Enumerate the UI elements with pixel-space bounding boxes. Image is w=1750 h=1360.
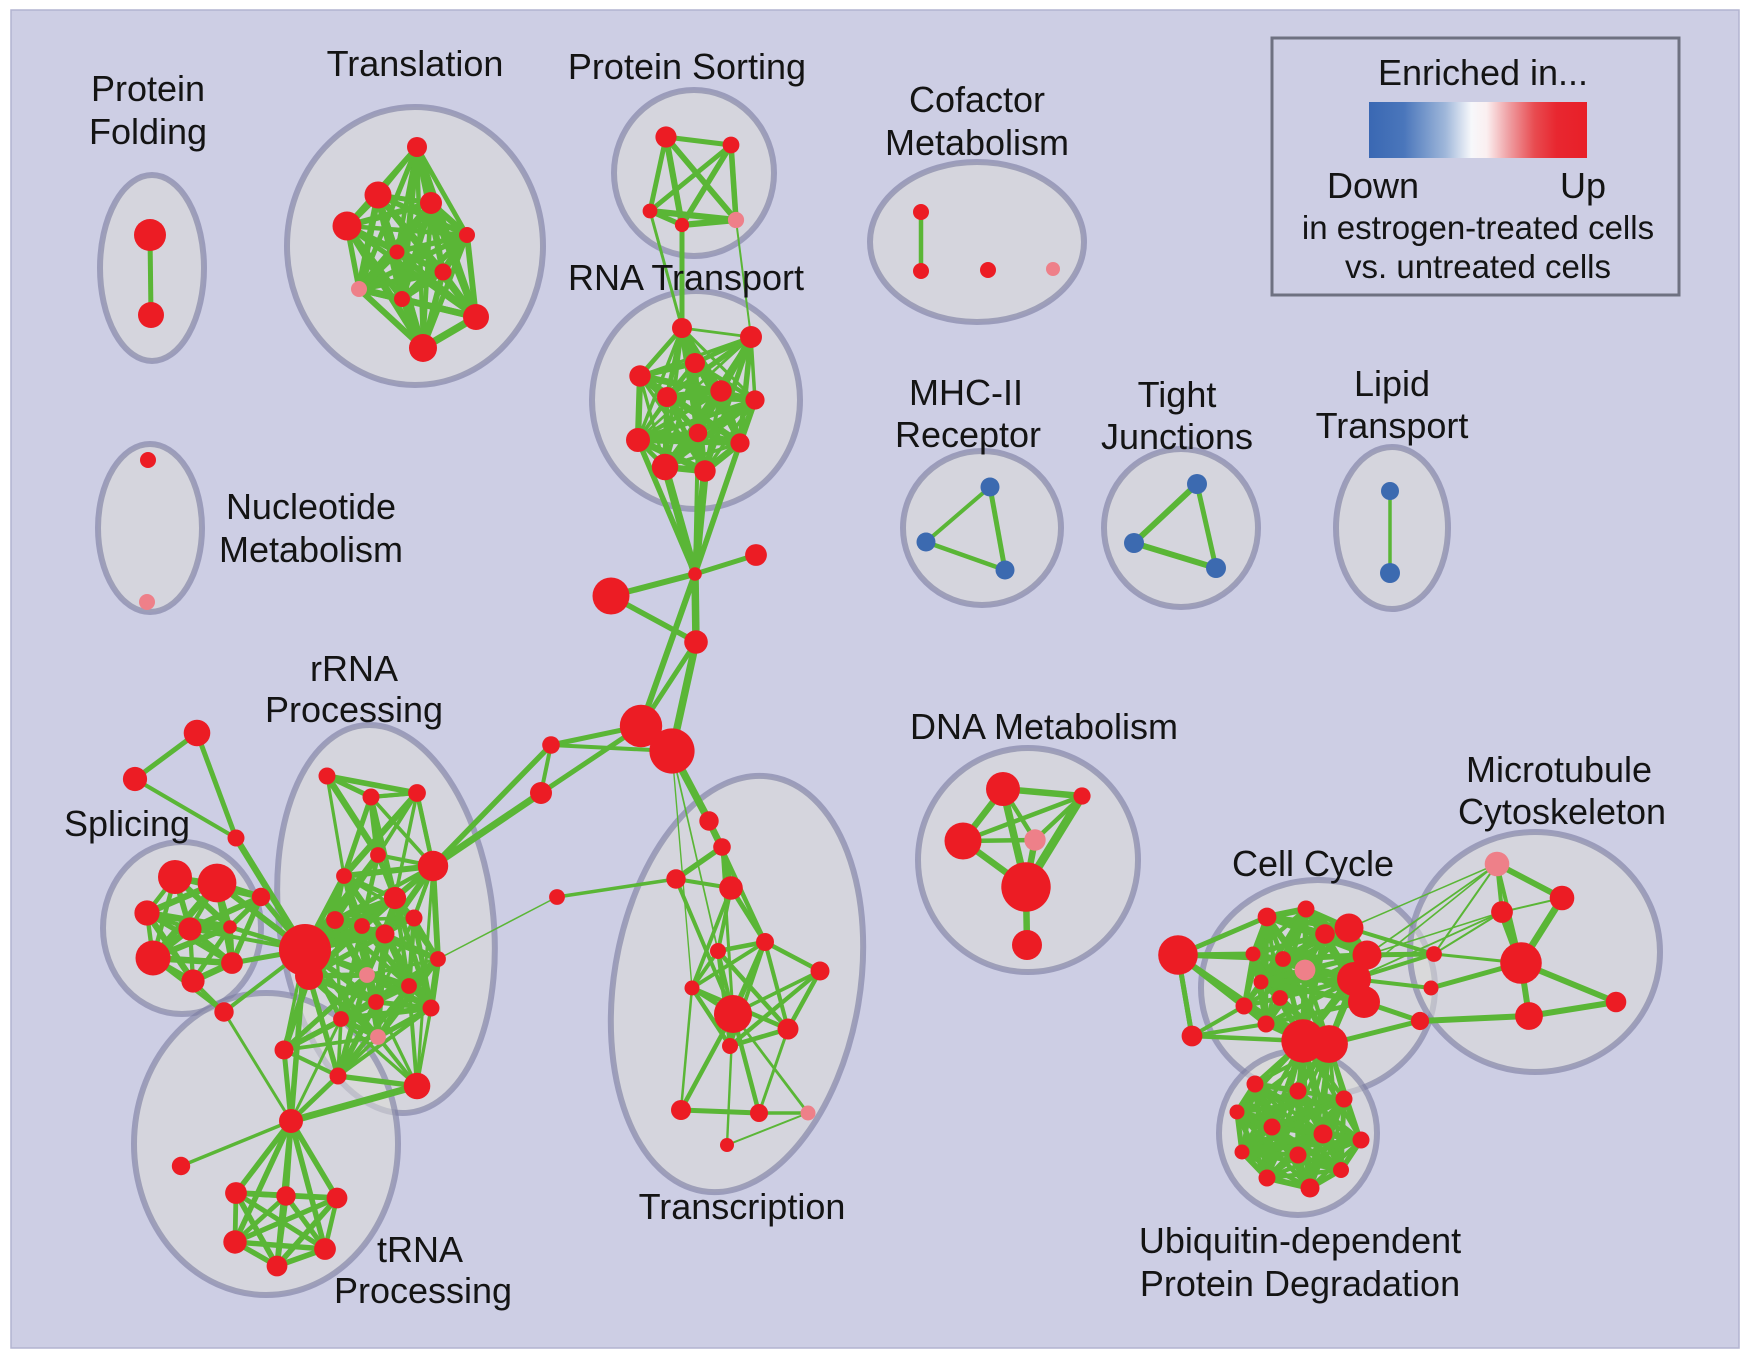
svg-text:Protein Degradation: Protein Degradation (1140, 1263, 1460, 1304)
svg-text:Cofactor: Cofactor (909, 79, 1045, 120)
svg-text:vs. untreated cells: vs. untreated cells (1345, 248, 1611, 285)
svg-text:Microtubule: Microtubule (1466, 749, 1652, 790)
svg-text:Cell Cycle: Cell Cycle (1232, 843, 1394, 884)
svg-text:Folding: Folding (89, 111, 207, 152)
svg-text:Nucleotide: Nucleotide (226, 486, 396, 527)
svg-text:DNA Metabolism: DNA Metabolism (910, 706, 1178, 747)
svg-text:Processing: Processing (265, 689, 443, 730)
svg-text:Enriched in...: Enriched in... (1378, 52, 1588, 93)
svg-text:Metabolism: Metabolism (219, 529, 403, 570)
svg-text:Translation: Translation (327, 43, 504, 84)
svg-text:Cytoskeleton: Cytoskeleton (1458, 791, 1666, 832)
svg-text:tRNA: tRNA (377, 1229, 463, 1270)
svg-text:Processing: Processing (334, 1270, 512, 1311)
svg-text:Transport: Transport (1316, 405, 1469, 446)
svg-text:Up: Up (1560, 165, 1606, 206)
svg-text:Protein: Protein (91, 68, 205, 109)
svg-text:Down: Down (1327, 165, 1419, 206)
svg-text:Splicing: Splicing (64, 803, 190, 844)
svg-text:Protein Sorting: Protein Sorting (568, 46, 806, 87)
svg-text:in estrogen-treated cells: in estrogen-treated cells (1302, 209, 1654, 246)
svg-text:Lipid: Lipid (1354, 363, 1430, 404)
svg-text:MHC-II: MHC-II (909, 372, 1023, 413)
svg-text:rRNA: rRNA (310, 648, 398, 689)
svg-text:Junctions: Junctions (1101, 416, 1253, 457)
svg-text:RNA Transport: RNA Transport (568, 257, 804, 298)
svg-text:Transcription: Transcription (639, 1186, 846, 1227)
svg-text:Ubiquitin-dependent: Ubiquitin-dependent (1139, 1220, 1461, 1261)
svg-text:Receptor: Receptor (895, 414, 1041, 455)
svg-text:Metabolism: Metabolism (885, 122, 1069, 163)
svg-text:Tight: Tight (1138, 374, 1217, 415)
